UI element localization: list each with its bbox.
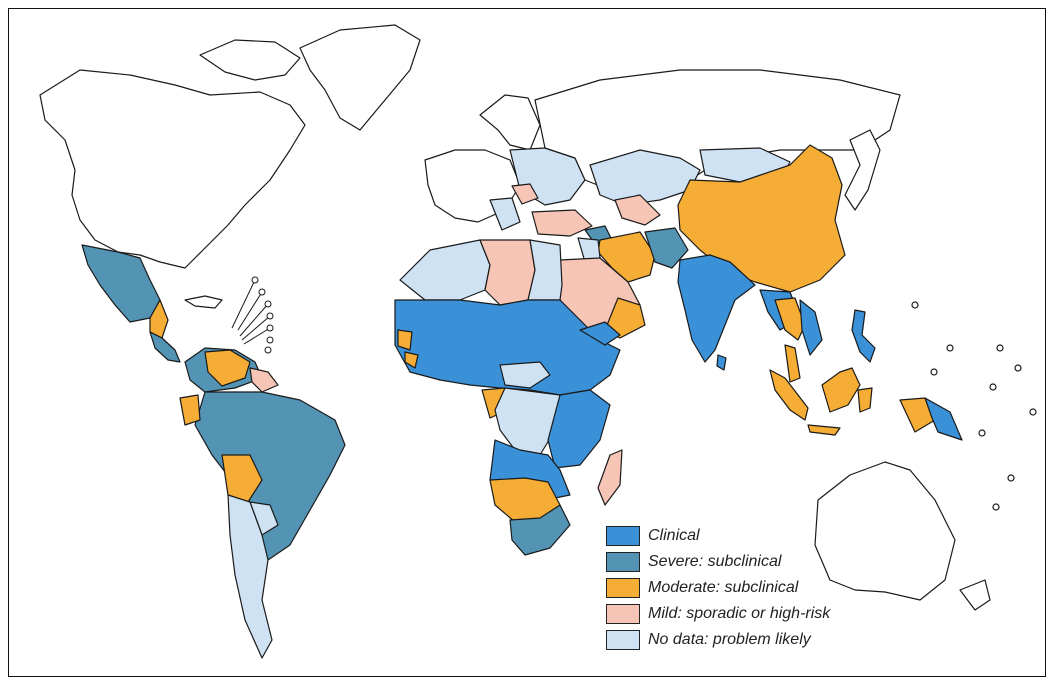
region-east-horn (579, 321, 621, 346)
region-vietnam (799, 299, 823, 356)
region-kazakh-south (614, 194, 661, 226)
region-caribbean (184, 295, 223, 309)
region-balkans (489, 197, 521, 231)
region-borneo (821, 367, 861, 413)
legend-item-nodata: No data: problem likely (606, 627, 866, 653)
region-north-africa-west (399, 239, 491, 301)
legend-label-nodata: No data: problem likely (648, 631, 811, 648)
region-scandinavia (479, 94, 541, 151)
region-central-africa-mild (499, 361, 551, 389)
legend-label-moderate: Moderate: subclinical (648, 579, 799, 596)
region-china (677, 144, 846, 293)
legend-label-severe: Severe: subclinical (648, 553, 782, 570)
region-north-america (39, 69, 306, 269)
region-europe-east-b (511, 183, 539, 205)
legend-item-clinical: Clinical (606, 523, 866, 549)
region-malay-peninsula (784, 344, 801, 383)
island-marker (989, 383, 997, 391)
region-philippines (851, 309, 876, 363)
region-brazil (194, 391, 346, 561)
region-new-guinea-east (924, 397, 963, 441)
legend-swatch-clinical (606, 526, 640, 546)
region-bolivia (221, 454, 263, 503)
region-sahel-west-central (394, 299, 621, 396)
island-marker (992, 503, 1000, 511)
region-libya (479, 239, 536, 306)
legend-swatch-mild (606, 604, 640, 624)
legend-swatch-severe (606, 552, 640, 572)
region-sulawesi (857, 387, 873, 413)
region-sri-lanka (716, 354, 727, 371)
region-turkey (531, 209, 593, 237)
region-central-america-a (149, 299, 169, 339)
island-marker (1029, 408, 1037, 416)
region-sumatra (769, 369, 809, 421)
region-ecuador (179, 394, 201, 426)
region-java (807, 424, 841, 436)
island-marker (1007, 474, 1015, 482)
region-venezuela (204, 349, 251, 387)
island-marker (996, 344, 1004, 352)
region-madagascar (597, 449, 623, 506)
legend-item-mild: Mild: sporadic or high-risk (606, 601, 866, 627)
island-marker (930, 368, 938, 376)
region-west-africa-coast-b (404, 351, 419, 369)
island-marker (911, 301, 919, 309)
legend-label-mild: Mild: sporadic or high-risk (648, 605, 831, 622)
legend-swatch-nodata (606, 630, 640, 650)
region-greenland (299, 24, 421, 131)
region-argentina-chile (227, 494, 273, 659)
island-marker (978, 429, 986, 437)
region-new-zealand (959, 579, 991, 611)
region-canada-arctic (199, 39, 301, 81)
region-australia (814, 461, 956, 601)
region-afghanistan (644, 227, 689, 269)
region-east-africa (547, 389, 611, 469)
region-central-america-b (149, 331, 181, 363)
legend-item-severe: Severe: subclinical (606, 549, 866, 575)
legend-swatch-moderate (606, 578, 640, 598)
region-south-africa (509, 504, 571, 556)
region-japan (844, 129, 881, 211)
region-guianas (249, 367, 279, 393)
region-west-africa-coast-a (397, 329, 413, 351)
island-marker (1014, 364, 1022, 372)
legend-item-moderate: Moderate: subclinical (606, 575, 866, 601)
map-legend: Clinical Severe: subclinical Moderate: s… (606, 523, 866, 653)
region-iran (597, 231, 656, 283)
legend-label-clinical: Clinical (648, 527, 700, 544)
region-mainland-se-asia-b (774, 297, 806, 341)
region-india (677, 254, 756, 363)
map-frame (8, 8, 1046, 677)
island-marker (946, 344, 954, 352)
